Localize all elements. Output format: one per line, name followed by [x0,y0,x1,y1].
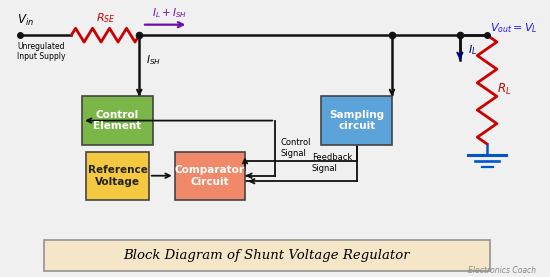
Text: $R_L$: $R_L$ [497,82,511,97]
Text: $I_L$: $I_L$ [468,43,477,57]
Text: $V_{in}$: $V_{in}$ [17,13,34,28]
Text: Feedback
Signal: Feedback Signal [312,153,352,173]
FancyBboxPatch shape [44,240,490,271]
Text: Block Diagram of Shunt Voltage Regulator: Block Diagram of Shunt Voltage Regulator [124,249,410,262]
Text: Electronics Coach: Electronics Coach [468,266,536,275]
FancyBboxPatch shape [321,96,392,145]
Text: $V_{out} = V_L$: $V_{out} = V_L$ [490,21,537,35]
Text: Reference
Voltage: Reference Voltage [87,165,147,186]
Text: Unregulated
Input Supply: Unregulated Input Supply [17,42,65,61]
FancyBboxPatch shape [86,152,149,200]
Text: Control
Element: Control Element [94,110,142,131]
Text: Control
Signal: Control Signal [280,138,311,158]
Text: Comparator
Circuit: Comparator Circuit [175,165,245,186]
FancyBboxPatch shape [82,96,153,145]
Text: $I_L + I_{SH}$: $I_L + I_{SH}$ [152,6,186,20]
FancyBboxPatch shape [174,152,245,200]
Text: $I_{SH}$: $I_{SH}$ [146,53,161,67]
Text: $R_{SE}$: $R_{SE}$ [96,11,115,25]
Text: Sampling
circuit: Sampling circuit [329,110,384,131]
